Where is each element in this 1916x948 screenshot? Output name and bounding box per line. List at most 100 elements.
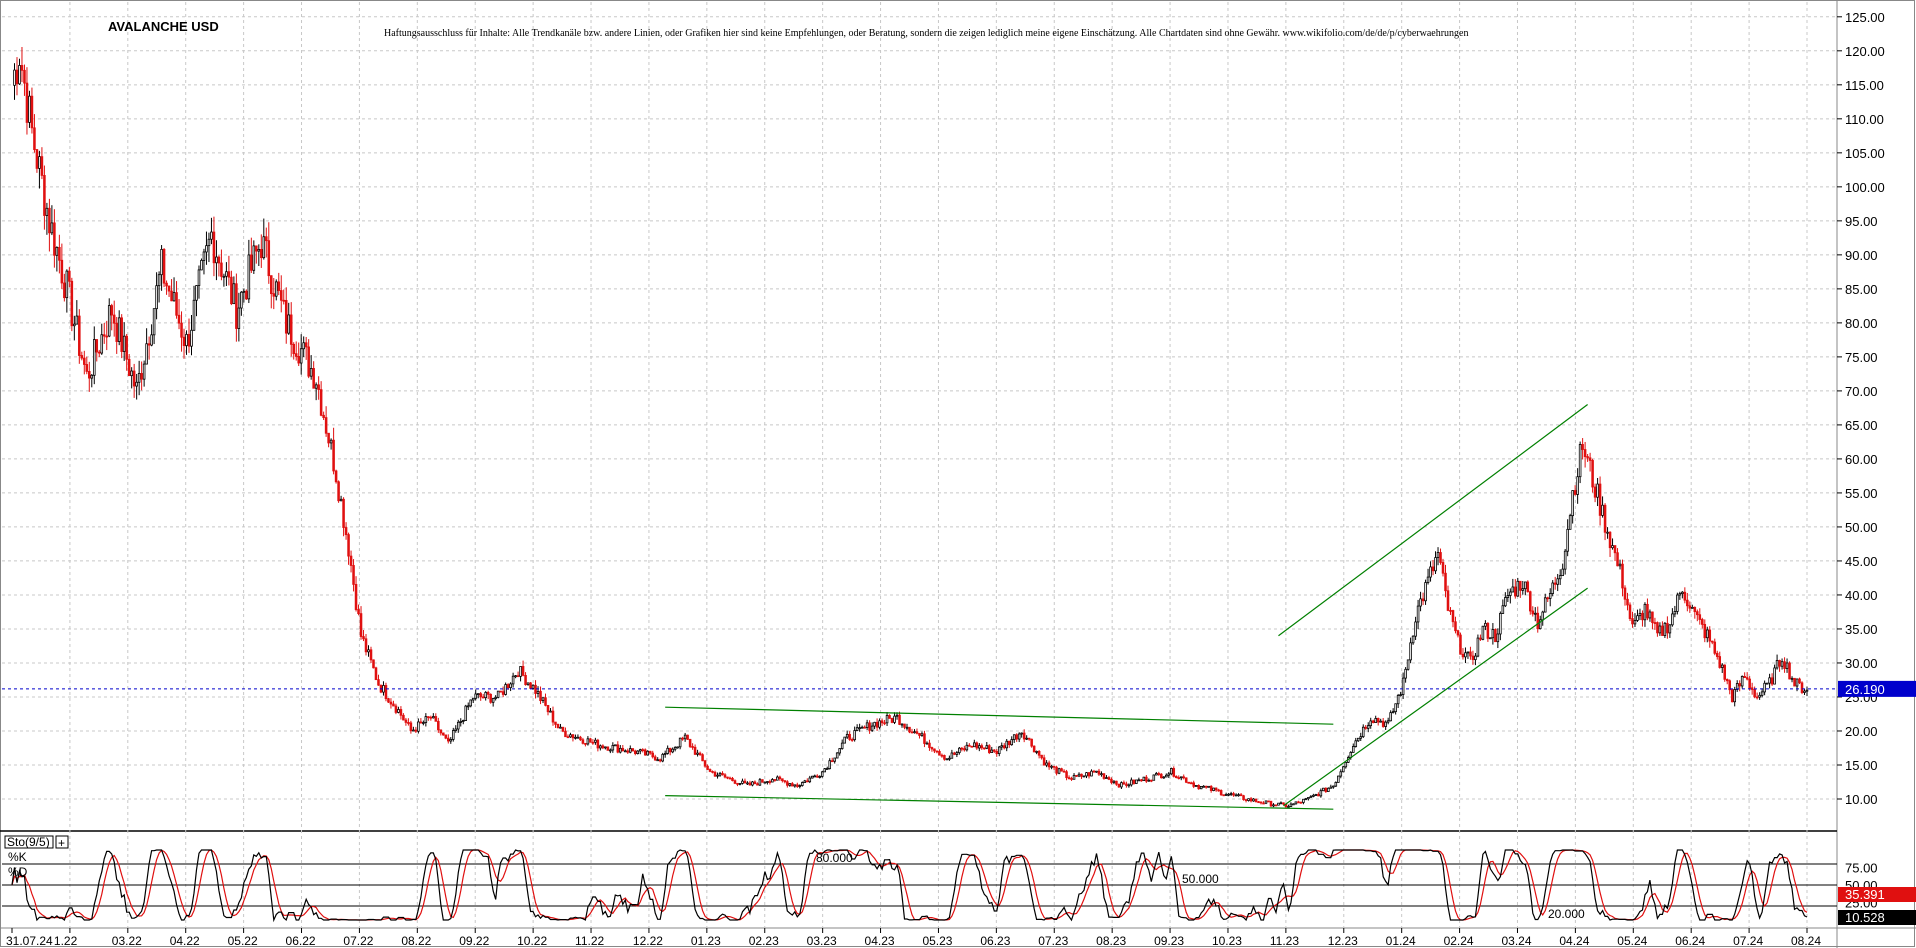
candle [182, 328, 186, 359]
candle-body [953, 752, 956, 755]
candle [766, 781, 769, 785]
candle-body [97, 351, 101, 354]
candle-body [294, 353, 298, 357]
candle-body [397, 709, 400, 713]
candle-body [1760, 691, 1764, 696]
candle [992, 749, 996, 753]
candle-body [1122, 782, 1126, 785]
candle [1085, 772, 1088, 779]
candle-body [1207, 785, 1210, 788]
candle-body [312, 368, 315, 389]
candle [1618, 559, 1622, 570]
candle-body [1593, 486, 1597, 498]
candle-body [302, 342, 305, 350]
candle-body [469, 699, 472, 707]
candle [1404, 667, 1407, 683]
candle-body [1636, 615, 1639, 621]
candle-body [1795, 678, 1799, 687]
candle-body [850, 739, 854, 741]
candle-body [212, 231, 216, 264]
candle-body [334, 470, 338, 483]
candle-body [1416, 605, 1420, 623]
candle-body [1553, 582, 1557, 585]
candle-body [48, 207, 51, 234]
candle-body [940, 754, 944, 757]
candle [1212, 787, 1215, 792]
candle-body [736, 782, 739, 785]
candle-body [242, 290, 246, 293]
candle [1688, 601, 1692, 613]
candle [1339, 769, 1343, 779]
candle-body [1105, 777, 1108, 779]
candle [95, 339, 99, 362]
candle-body [359, 613, 363, 637]
candle-body [656, 759, 659, 762]
candle [653, 754, 657, 761]
candle-body [83, 357, 86, 365]
candle-body [1581, 444, 1584, 450]
candle-body [454, 728, 458, 731]
candle-body [1062, 770, 1066, 773]
candle-body [761, 779, 764, 783]
candle-body [606, 746, 610, 751]
candle [526, 682, 530, 686]
candle [287, 302, 291, 335]
candle-body [419, 721, 423, 724]
candle-body [459, 720, 463, 723]
candle-body [1120, 782, 1123, 788]
candle-body [601, 745, 605, 749]
candle [1461, 648, 1465, 660]
candle [1140, 778, 1143, 782]
candle [461, 719, 465, 725]
candle-body [1778, 659, 1781, 667]
candle-body [252, 245, 256, 271]
candle [369, 646, 373, 664]
candle [743, 778, 747, 784]
candle [997, 745, 1001, 757]
candle-body [696, 752, 699, 755]
candle [442, 732, 445, 736]
candle [1578, 441, 1582, 484]
x-tick-label: 08.24 [1791, 934, 1821, 948]
candle [619, 745, 622, 754]
candle [1334, 781, 1338, 788]
candle-body [20, 65, 24, 71]
candle [1444, 564, 1447, 598]
y-tick-label: 70.00 [1845, 384, 1878, 399]
candle-body [875, 721, 879, 728]
candle [813, 774, 817, 778]
candle [1002, 743, 1006, 750]
candle-body [1356, 737, 1360, 742]
candle-body [905, 726, 909, 729]
candle-body [182, 336, 186, 346]
candle-body [978, 745, 981, 749]
candle [1379, 718, 1382, 723]
candle-body [1247, 798, 1250, 801]
candle [1122, 780, 1126, 785]
candle-body [786, 781, 789, 786]
candle-body [245, 290, 248, 300]
candle [1077, 772, 1081, 778]
candle-body [1683, 591, 1687, 601]
candle [1174, 775, 1178, 779]
candle-body [364, 638, 368, 653]
candle [242, 288, 246, 303]
candle [447, 734, 450, 744]
candle-body [723, 774, 727, 778]
candle [374, 666, 378, 681]
candle [963, 745, 966, 752]
candle [771, 778, 774, 783]
candle-body [1214, 787, 1218, 791]
y-tick-label: 80.00 [1845, 316, 1878, 331]
candle [1745, 672, 1749, 681]
candle-body [197, 269, 201, 286]
candle-body [1197, 785, 1200, 790]
candle [1456, 629, 1460, 638]
candle [883, 719, 886, 726]
candle [1663, 621, 1667, 638]
candle-body [806, 780, 809, 783]
candle-body [489, 693, 492, 703]
candle-body [202, 251, 206, 261]
candle [1065, 769, 1068, 781]
candle-body [324, 417, 328, 434]
